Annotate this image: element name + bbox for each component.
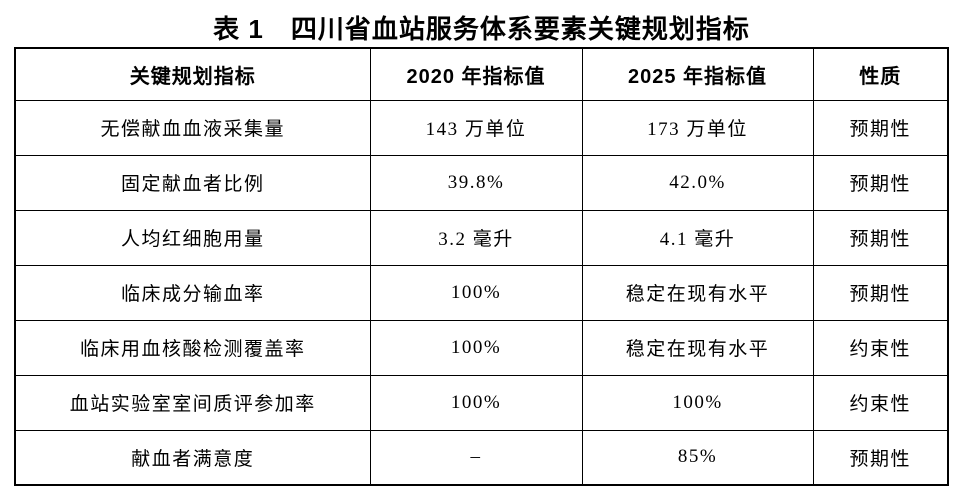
table-row: 血站实验室室间质评参加率 100% 100% 约束性 xyxy=(14,374,949,431)
table-row: 固定献血者比例 39.8% 42.0% 预期性 xyxy=(14,154,949,211)
table-row: 人均红细胞用量 3.2 毫升 4.1 毫升 预期性 xyxy=(14,209,949,266)
table-row: 临床用血核酸检测覆盖率 100% 稳定在现有水平 约束性 xyxy=(14,319,949,376)
header-2020-value: 2020 年指标值 xyxy=(369,47,583,101)
table-row: 无偿献血血液采集量 143 万单位 173 万单位 预期性 xyxy=(14,99,949,156)
table-cell: 预期性 xyxy=(812,99,949,156)
planning-indicators-table: 关键规划指标 2020 年指标值 2025 年指标值 性质 无偿献血血液采集量 1… xyxy=(14,47,949,486)
table-cell: 100% xyxy=(369,374,583,431)
table-cell: 100% xyxy=(369,264,583,321)
table-cell: 3.2 毫升 xyxy=(369,209,583,266)
table-cell: 献血者满意度 xyxy=(14,429,371,486)
table-cell: 无偿献血血液采集量 xyxy=(14,99,371,156)
table-body: 无偿献血血液采集量 143 万单位 173 万单位 预期性 固定献血者比例 39.8% 42… xyxy=(14,99,949,486)
table-cell: – xyxy=(369,429,583,486)
table-cell: 预期性 xyxy=(812,429,949,486)
header-indicator: 关键规划指标 xyxy=(14,47,371,101)
table-cell: 固定献血者比例 xyxy=(14,154,371,211)
table-cell: 预期性 xyxy=(812,209,949,266)
table-cell: 预期性 xyxy=(812,264,949,321)
table-cell: 血站实验室室间质评参加率 xyxy=(14,374,371,431)
table-row: 献血者满意度 –85% 预期性 xyxy=(14,429,949,486)
table-cell: 稳定在现有水平 xyxy=(581,319,814,376)
table-cell: 临床用血核酸检测覆盖率 xyxy=(14,319,371,376)
table-cell: 173 万单位 xyxy=(581,99,814,156)
table-title: 表 1 四川省血站服务体系要素关键规划指标 xyxy=(213,14,750,44)
header-nature: 性质 xyxy=(812,47,949,101)
table-cell: 人均红细胞用量 xyxy=(14,209,371,266)
table-cell: 约束性 xyxy=(812,319,949,376)
table-cell: 临床成分输血率 xyxy=(14,264,371,321)
table-cell: 4.1 毫升 xyxy=(581,209,814,266)
table-cell: 约束性 xyxy=(812,374,949,431)
table-cell: 143 万单位 xyxy=(369,99,583,156)
table-cell: 预期性 xyxy=(812,154,949,211)
header-2025-value: 2025 年指标值 xyxy=(581,47,814,101)
table-cell: 稳定在现有水平 xyxy=(581,264,814,321)
table-cell: 85% xyxy=(581,429,814,486)
table-cell: 100% xyxy=(369,319,583,376)
table-cell: 39.8% xyxy=(369,154,583,211)
table-cell: 100% xyxy=(581,374,814,431)
table-cell: 42.0% xyxy=(581,154,814,211)
table-row: 临床成分输血率 100% 稳定在现有水平 预期性 xyxy=(14,264,949,321)
table-header-row: 关键规划指标 2020 年指标值 2025 年指标值 性质 xyxy=(14,47,949,101)
table-header: 关键规划指标 2020 年指标值 2025 年指标值 性质 xyxy=(14,47,949,101)
